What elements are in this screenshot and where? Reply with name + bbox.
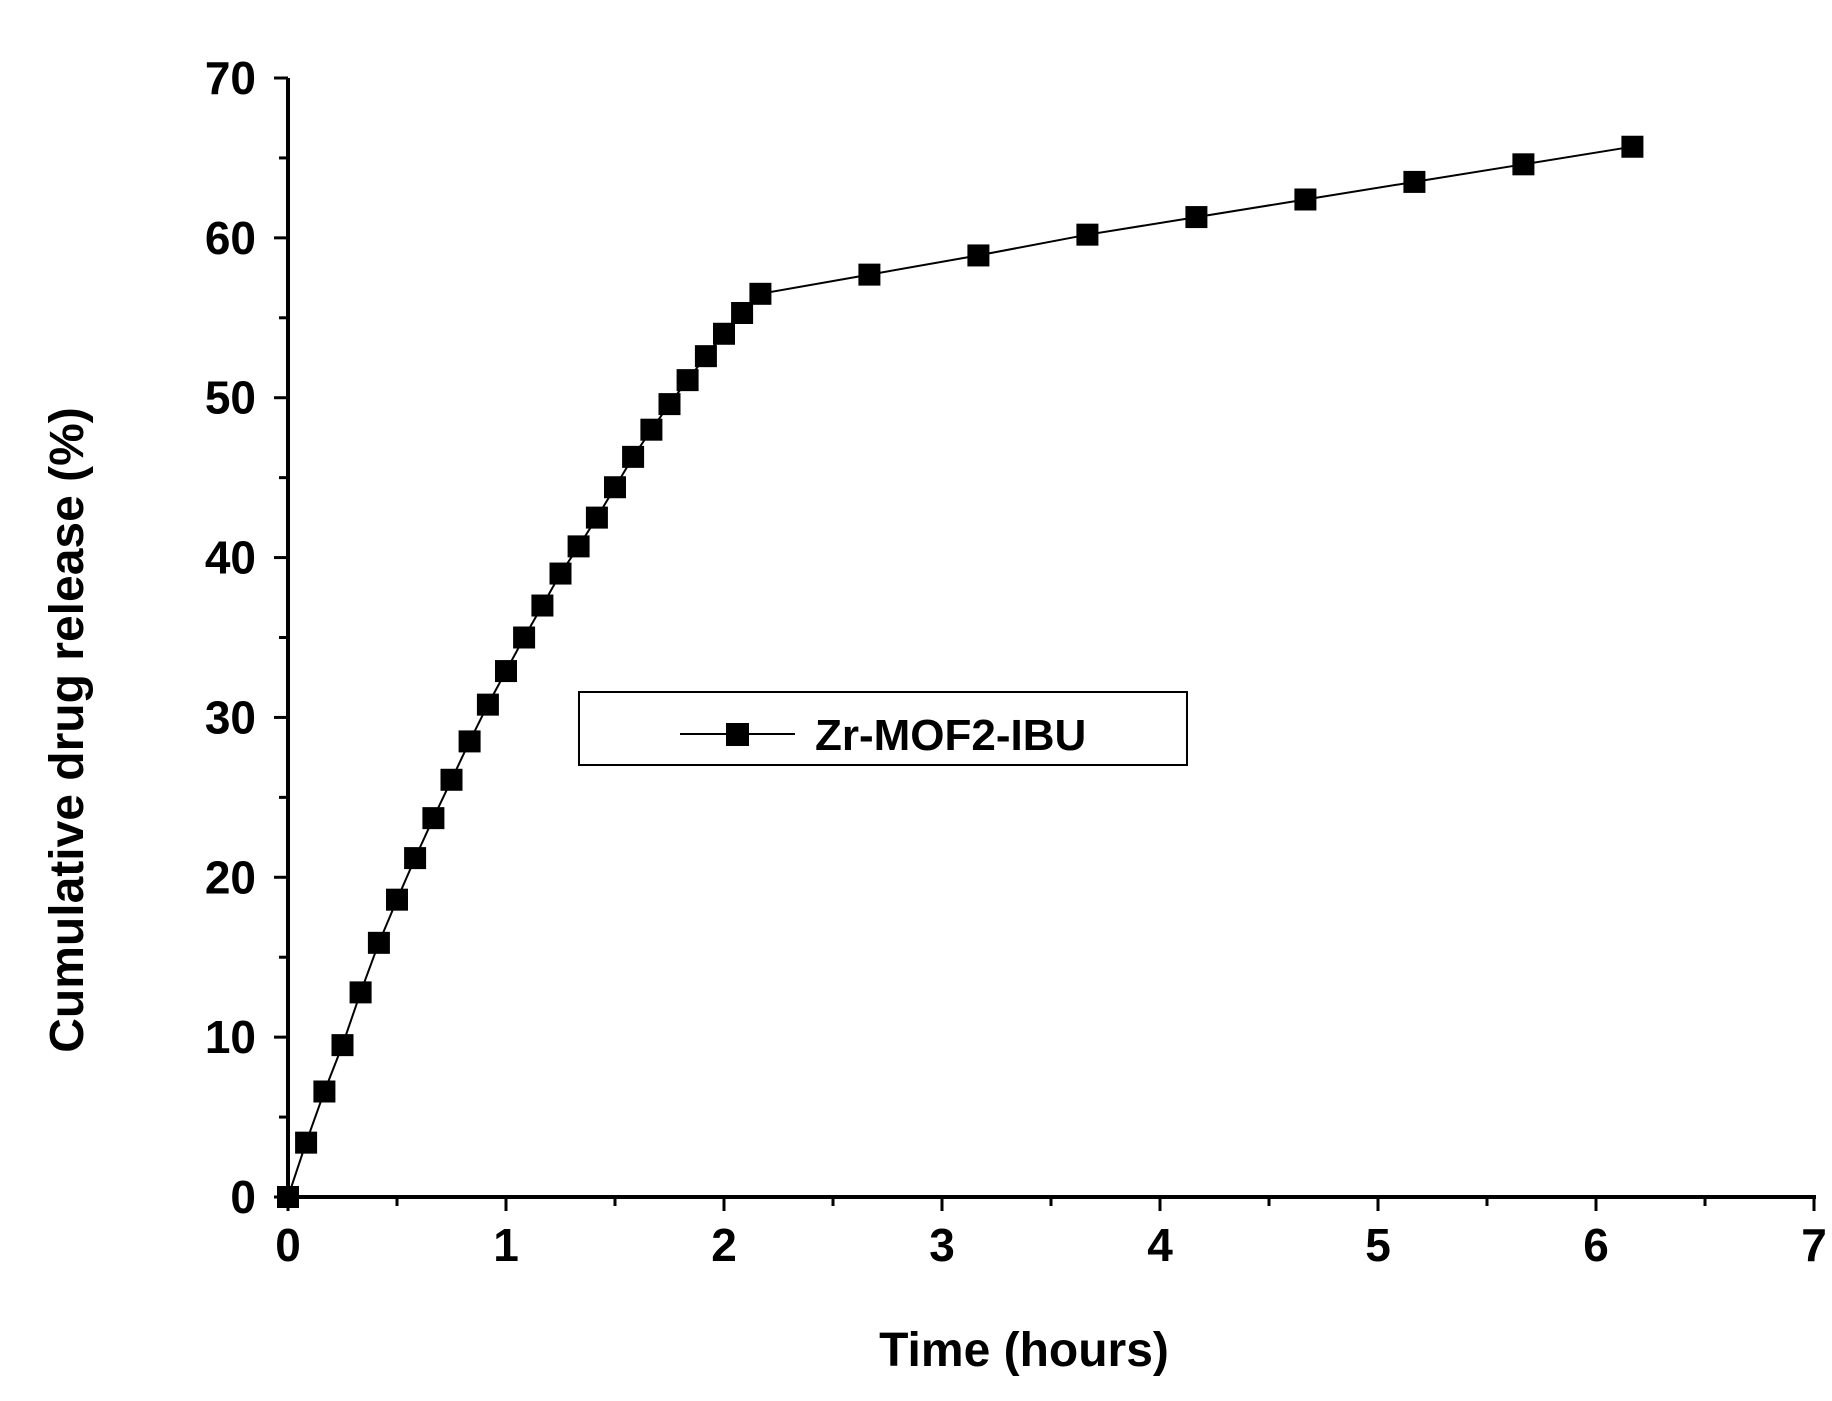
data-point — [858, 263, 881, 286]
data-point — [349, 981, 372, 1004]
data-point — [476, 693, 499, 716]
data-point — [713, 322, 735, 345]
x-tick-label: 4 — [1147, 1219, 1173, 1271]
data-point — [1621, 135, 1644, 158]
x-tick-label: 6 — [1583, 1219, 1609, 1271]
data-point — [1512, 153, 1535, 176]
y-tick-label: 0 — [230, 1171, 256, 1223]
data-point — [531, 594, 554, 617]
data-point — [295, 1131, 318, 1154]
series-line — [287, 145, 1633, 1198]
y-tick-label: 50 — [205, 372, 256, 424]
y-tick-label: 20 — [205, 851, 256, 903]
series-zr-mof2-ibu — [277, 135, 1644, 1208]
legend-box — [578, 691, 1188, 766]
data-point — [967, 244, 990, 267]
data-point — [604, 476, 626, 499]
x-tick-label: 3 — [929, 1219, 955, 1271]
y-axis-title: Cumulative drug release (%) — [41, 407, 94, 1053]
x-tick-label: 5 — [1365, 1219, 1391, 1271]
x-tick-label: 1 — [493, 1219, 519, 1271]
x-tick-label: 0 — [275, 1219, 301, 1271]
data-point — [513, 626, 536, 649]
data-point — [422, 807, 445, 830]
data-point — [495, 660, 517, 683]
data-point — [458, 730, 481, 753]
y-tick-label: 30 — [205, 691, 256, 743]
y-tick-label: 40 — [205, 532, 256, 584]
data-point — [331, 1034, 354, 1057]
x-tick-label: 7 — [1801, 1219, 1827, 1271]
legend-label: Zr-MOF2-IBU — [815, 711, 1086, 760]
y-tick-label: 10 — [205, 1011, 256, 1063]
data-point — [622, 445, 645, 468]
data-point — [1076, 223, 1099, 246]
data-point — [440, 768, 463, 791]
data-point — [1294, 188, 1317, 211]
data-point — [749, 282, 772, 305]
x-axis-title: Time (hours) — [879, 1324, 1169, 1377]
x-tick-label: 2 — [711, 1219, 737, 1271]
legend: Zr-MOF2-IBU — [578, 691, 1188, 766]
data-point — [404, 847, 427, 870]
y-tick-label: 60 — [205, 212, 256, 264]
data-point — [585, 506, 608, 529]
data-point — [676, 369, 699, 392]
data-point — [386, 888, 408, 911]
data-point — [731, 301, 754, 324]
data-point — [1185, 206, 1208, 229]
data-point — [549, 562, 572, 585]
data-point — [313, 1080, 336, 1103]
data-point — [567, 535, 590, 558]
y-tick-label: 70 — [205, 52, 256, 104]
data-point — [1403, 170, 1426, 193]
data-point — [640, 418, 663, 441]
data-point — [367, 931, 390, 954]
legend-marker-sample — [726, 723, 749, 746]
data-point — [694, 345, 717, 368]
data-point — [658, 393, 681, 416]
data-point — [277, 1186, 299, 1208]
